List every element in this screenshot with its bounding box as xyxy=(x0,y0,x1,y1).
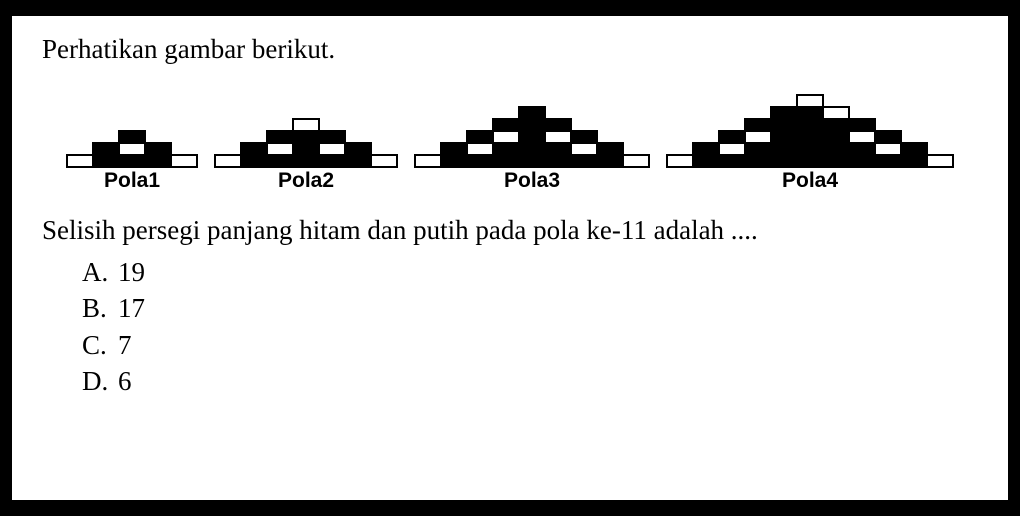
brick-black xyxy=(544,154,572,168)
option-b[interactable]: B.17 xyxy=(82,290,978,326)
brick-black xyxy=(744,154,772,168)
brick-black xyxy=(822,154,850,168)
brick-black xyxy=(144,154,172,168)
brick-white xyxy=(414,154,442,168)
options-list: A.19B.17C.7D.6 xyxy=(42,254,978,400)
instruction-text: Perhatikan gambar berikut. xyxy=(42,34,978,65)
brick-black xyxy=(492,154,520,168)
option-letter: C. xyxy=(82,327,118,363)
pattern-label: Pola3 xyxy=(504,169,560,193)
option-text: 6 xyxy=(118,366,132,396)
brick-black xyxy=(770,154,798,168)
pattern-2: Pola2 xyxy=(215,119,397,193)
option-letter: D. xyxy=(82,363,118,399)
brick-black xyxy=(344,154,372,168)
brick-white xyxy=(66,154,94,168)
brick-black xyxy=(570,154,598,168)
brick-black xyxy=(874,154,902,168)
brick-white xyxy=(622,154,650,168)
pyramid-row xyxy=(67,155,197,167)
brick-black xyxy=(900,154,928,168)
brick-white xyxy=(666,154,694,168)
patterns-container: Pola1 Pola2 Pola3 Pola4 xyxy=(42,95,978,193)
brick-black xyxy=(292,154,320,168)
brick-white xyxy=(370,154,398,168)
pyramid-row xyxy=(415,155,649,167)
option-text: 19 xyxy=(118,257,145,287)
brick-black xyxy=(718,154,746,168)
brick-black xyxy=(266,154,294,168)
question-text: Selisih persegi panjang hitam dan putih … xyxy=(42,215,978,246)
brick-black xyxy=(92,154,120,168)
pyramid-row xyxy=(215,155,397,167)
pyramid xyxy=(67,131,197,167)
question-page: Perhatikan gambar berikut. Pola1Pola2Pol… xyxy=(12,16,1008,500)
brick-white xyxy=(170,154,198,168)
pyramid xyxy=(215,119,397,167)
brick-black xyxy=(440,154,468,168)
pattern-label: Pola2 xyxy=(278,169,334,193)
brick-black xyxy=(118,154,146,168)
brick-black xyxy=(466,154,494,168)
pattern-1: Pola1 xyxy=(67,131,197,193)
option-text: 17 xyxy=(118,293,145,323)
brick-black xyxy=(240,154,268,168)
option-c[interactable]: C.7 xyxy=(82,327,978,363)
pyramid xyxy=(415,107,649,167)
option-a[interactable]: A.19 xyxy=(82,254,978,290)
brick-black xyxy=(518,154,546,168)
brick-black xyxy=(596,154,624,168)
option-letter: A. xyxy=(82,254,118,290)
option-letter: B. xyxy=(82,290,118,326)
pattern-4: Pola4 xyxy=(667,95,953,193)
pyramid xyxy=(667,95,953,167)
brick-white xyxy=(926,154,954,168)
pattern-label: Pola4 xyxy=(782,169,838,193)
brick-black xyxy=(796,154,824,168)
brick-black xyxy=(848,154,876,168)
option-text: 7 xyxy=(118,330,132,360)
pyramid-row xyxy=(667,155,953,167)
brick-black xyxy=(692,154,720,168)
pattern-label: Pola1 xyxy=(104,169,160,193)
option-d[interactable]: D.6 xyxy=(82,363,978,399)
brick-black xyxy=(318,154,346,168)
pattern-3: Pola3 xyxy=(415,107,649,193)
brick-white xyxy=(214,154,242,168)
